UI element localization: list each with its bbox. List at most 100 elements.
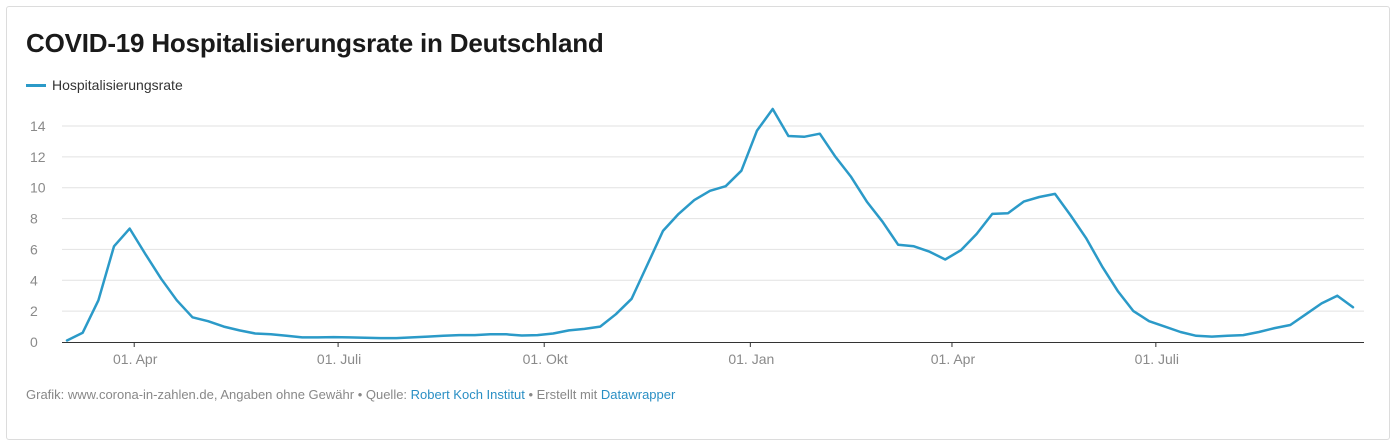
data-point-26[interactable] (472, 332, 478, 338)
data-point-6[interactable] (158, 276, 164, 282)
data-point-73[interactable] (1209, 334, 1215, 340)
data-point-1[interactable] (80, 330, 86, 336)
data-point-54[interactable] (911, 243, 917, 249)
data-point-46[interactable] (785, 133, 791, 139)
data-point-64[interactable] (1068, 213, 1074, 219)
y-tick-label-0: 0 (30, 334, 38, 350)
x-tick-label-3: 01. Jan (728, 351, 774, 367)
data-point-9[interactable] (205, 318, 211, 324)
data-point-15[interactable] (299, 334, 305, 340)
data-point-7[interactable] (174, 297, 180, 303)
data-point-42[interactable] (723, 183, 729, 189)
legend: Hospitalisierungsrate (26, 77, 183, 93)
data-point-70[interactable] (1162, 324, 1168, 330)
data-point-60[interactable] (1005, 210, 1011, 216)
data-point-8[interactable] (190, 314, 196, 320)
data-point-82[interactable] (1350, 304, 1356, 310)
series-line-hospitalisierungsrate (65, 107, 1355, 342)
data-point-39[interactable] (676, 211, 682, 217)
data-point-14[interactable] (284, 333, 290, 339)
data-point-80[interactable] (1319, 300, 1325, 306)
data-point-24[interactable] (440, 333, 446, 339)
data-point-25[interactable] (456, 332, 462, 338)
data-point-62[interactable] (1036, 194, 1042, 200)
data-point-36[interactable] (629, 296, 635, 302)
footer-text-middle: • Erstellt mit (524, 387, 601, 402)
data-point-19[interactable] (362, 335, 368, 341)
data-point-57[interactable] (958, 247, 964, 253)
data-point-2[interactable] (95, 297, 101, 303)
data-point-38[interactable] (660, 228, 666, 234)
data-point-23[interactable] (425, 334, 431, 340)
data-point-72[interactable] (1193, 333, 1199, 339)
data-point-51[interactable] (864, 199, 870, 205)
data-point-22[interactable] (409, 334, 415, 340)
data-point-5[interactable] (142, 251, 148, 257)
datawrapper-link[interactable]: Datawrapper (600, 387, 676, 402)
data-point-33[interactable] (582, 326, 588, 332)
data-point-66[interactable] (1099, 263, 1105, 269)
data-point-44[interactable] (754, 128, 760, 134)
y-tick-label-12: 12 (30, 149, 46, 165)
source-link[interactable]: Robert Koch Institut (410, 387, 525, 402)
label-layer: 0 2 4 6 8 10 12 14 01. Apr 01. Juli 01. Okt 01. Jan… (30, 118, 1179, 367)
data-point-3[interactable] (111, 243, 117, 249)
data-point-4[interactable] (127, 226, 133, 232)
data-point-47[interactable] (801, 134, 807, 140)
data-point-71[interactable] (1178, 329, 1184, 335)
data-point-77[interactable] (1272, 325, 1278, 331)
data-point-31[interactable] (550, 331, 556, 337)
x-tick-label-1: 01. Juli (317, 351, 361, 367)
data-point-17[interactable] (331, 334, 337, 340)
series-layer (64, 106, 1356, 344)
data-point-34[interactable] (597, 324, 603, 330)
data-point-20[interactable] (378, 335, 384, 341)
data-point-55[interactable] (927, 249, 933, 255)
x-tick-label-0: 01. Apr (113, 351, 158, 367)
data-point-35[interactable] (613, 311, 619, 317)
data-point-16[interactable] (315, 334, 321, 340)
data-point-12[interactable] (252, 331, 258, 337)
data-point-76[interactable] (1256, 329, 1262, 335)
y-tick-label-2: 2 (30, 303, 38, 319)
data-point-63[interactable] (1052, 191, 1058, 197)
data-point-59[interactable] (989, 211, 995, 217)
data-point-21[interactable] (393, 335, 399, 341)
data-point-56[interactable] (942, 257, 948, 263)
data-point-58[interactable] (974, 231, 980, 237)
data-point-81[interactable] (1334, 293, 1340, 299)
data-point-41[interactable] (707, 188, 713, 194)
data-point-11[interactable] (237, 327, 243, 333)
data-point-79[interactable] (1303, 311, 1309, 317)
data-point-0[interactable] (64, 338, 70, 344)
y-tick-label-8: 8 (30, 211, 38, 227)
data-point-29[interactable] (519, 333, 525, 339)
data-point-27[interactable] (487, 331, 493, 337)
data-point-49[interactable] (833, 154, 839, 160)
data-point-61[interactable] (1021, 199, 1027, 205)
data-point-65[interactable] (1083, 236, 1089, 242)
data-point-45[interactable] (770, 106, 776, 112)
data-point-43[interactable] (738, 168, 744, 174)
data-point-74[interactable] (1225, 333, 1231, 339)
data-point-37[interactable] (644, 262, 650, 268)
data-point-67[interactable] (1115, 288, 1121, 294)
data-point-53[interactable] (895, 242, 901, 248)
data-point-75[interactable] (1240, 332, 1246, 338)
grid-layer (62, 125, 1364, 312)
data-point-10[interactable] (221, 324, 227, 330)
data-point-50[interactable] (848, 174, 854, 180)
data-point-69[interactable] (1146, 318, 1152, 324)
axis-layer (62, 342, 1364, 347)
data-point-48[interactable] (817, 131, 823, 137)
data-point-18[interactable] (346, 334, 352, 340)
data-point-30[interactable] (535, 332, 541, 338)
data-point-52[interactable] (880, 219, 886, 225)
data-point-13[interactable] (268, 331, 274, 337)
data-point-68[interactable] (1130, 308, 1136, 314)
data-point-78[interactable] (1287, 322, 1293, 328)
x-tick-label-5: 01. Juli (1135, 351, 1179, 367)
data-point-40[interactable] (691, 197, 697, 203)
data-point-28[interactable] (503, 331, 509, 337)
data-point-32[interactable] (566, 327, 572, 333)
